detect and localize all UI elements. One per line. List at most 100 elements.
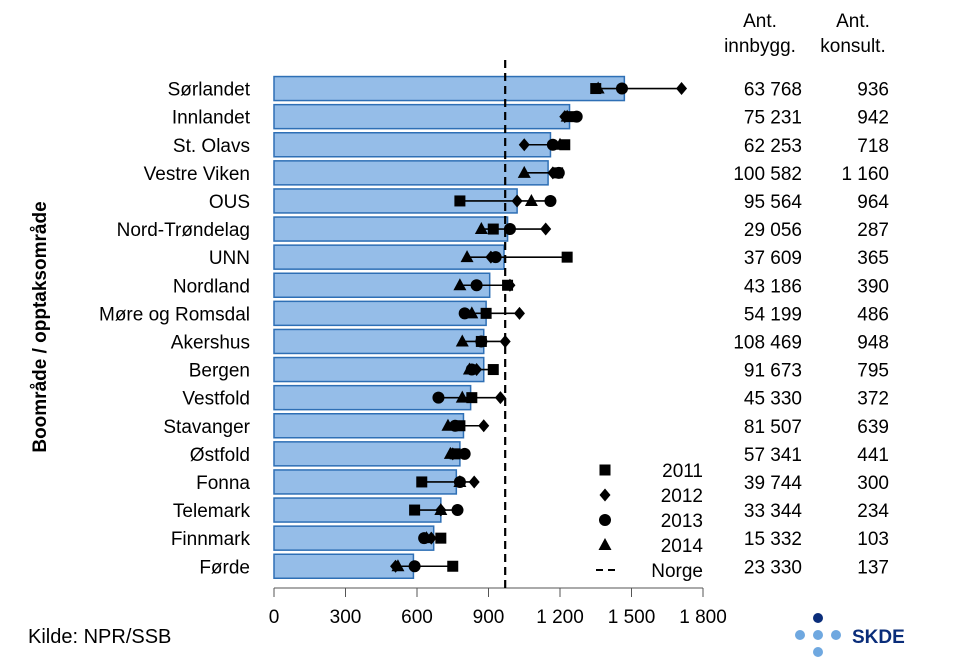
marker-2013: [544, 194, 557, 207]
innbygg-value: 54 199: [744, 304, 802, 325]
marker-2014: [443, 446, 457, 459]
legend-marker: [598, 538, 612, 550]
marker-2014: [455, 334, 469, 347]
marker-2011: [487, 223, 499, 235]
marker-2011: [416, 476, 428, 488]
legend-label: 2014: [661, 536, 704, 557]
innbygg-value: 75 231: [744, 108, 802, 129]
innbygg-value: 100 582: [733, 164, 802, 185]
innbygg-value: 29 056: [744, 220, 802, 241]
logo-dot: [813, 613, 823, 623]
konsult-value: 234: [857, 501, 889, 522]
konsult-header: Ant.: [836, 11, 870, 32]
innbygg-value: 62 253: [744, 136, 802, 157]
marker-2011: [454, 195, 466, 207]
marker-2011: [435, 532, 447, 544]
konsult-value: 1 160: [841, 164, 889, 185]
marker-2012: [504, 278, 516, 292]
logo-dot: [795, 630, 805, 640]
x-tick-label: 600: [401, 607, 433, 628]
konsult-value: 365: [857, 248, 889, 269]
marker-2012: [468, 475, 480, 489]
marker-2014: [560, 109, 574, 122]
marker-2011: [559, 139, 571, 151]
category-label: OUS: [209, 192, 250, 213]
skde-logo: SKDE: [794, 612, 924, 662]
category-label: Vestfold: [182, 389, 250, 410]
konsult-value: 948: [857, 332, 889, 353]
marker-2013: [489, 251, 502, 264]
innbygg-value: 91 673: [744, 361, 802, 382]
category-label: Førde: [199, 557, 250, 578]
marker-2014: [462, 362, 476, 375]
x-tick-label: 1 800: [679, 607, 727, 628]
konsult-value: 441: [857, 445, 889, 466]
legend-label: 2012: [661, 486, 703, 507]
marker-2011: [480, 307, 492, 319]
konsult-value: 936: [857, 80, 889, 101]
marker-2014: [441, 418, 455, 431]
konsult-value: 287: [857, 220, 889, 241]
legend-marker: [599, 488, 611, 502]
category-label: UNN: [209, 248, 250, 269]
category-label: St. Olavs: [173, 136, 250, 157]
y-axis-label: Boområde / opptaksområde: [30, 201, 51, 452]
bar: [273, 160, 549, 186]
category-label: Stavanger: [163, 417, 250, 438]
marker-2011: [409, 504, 421, 516]
logo-text: SKDE: [852, 627, 905, 648]
konsult-value: 486: [857, 304, 889, 325]
logo-dot: [813, 630, 823, 640]
logo-dot: [831, 630, 841, 640]
bar: [273, 328, 485, 355]
innbygg-value: 33 344: [744, 501, 803, 522]
bar: [273, 525, 435, 551]
konsult-value: 137: [857, 557, 889, 578]
marker-2013: [570, 110, 583, 123]
konsult-value: 372: [857, 389, 889, 410]
category-label: Fonna: [196, 473, 250, 494]
category-label: Vestre Viken: [144, 164, 250, 185]
x-tick-label: 1 500: [608, 607, 656, 628]
bar: [273, 356, 485, 383]
legend-label: 2013: [661, 511, 703, 532]
marker-2014: [434, 503, 448, 516]
legend-marker: [599, 514, 611, 526]
konsult-value: 639: [857, 417, 889, 438]
konsult-value: 942: [857, 108, 889, 129]
marker-2011: [466, 392, 478, 404]
konsult-value: 795: [857, 361, 889, 382]
category-label: Finnmark: [171, 529, 251, 550]
marker-2014: [553, 137, 567, 150]
marker-2012: [513, 306, 525, 320]
marker-2013: [432, 391, 445, 404]
marker-2012: [540, 222, 552, 236]
marker-2012: [518, 138, 530, 152]
konsult-value: 103: [857, 529, 889, 550]
category-label: Sørlandet: [168, 80, 251, 101]
bar: [273, 441, 461, 467]
innbygg-value: 23 330: [744, 557, 802, 578]
innbygg-value: 81 507: [744, 417, 802, 438]
konsult-value: 390: [857, 276, 889, 297]
marker-2011: [561, 251, 573, 263]
innbygg-header: innbygg.: [724, 36, 796, 57]
category-label: Nord-Trøndelag: [117, 220, 250, 241]
innbygg-value: 108 469: [733, 332, 802, 353]
marker-2011: [447, 560, 459, 572]
category-label: Møre og Romsdal: [99, 304, 250, 325]
marker-2011: [487, 364, 499, 376]
marker-2013: [552, 166, 565, 179]
marker-2014: [591, 81, 605, 94]
konsult-value: 718: [857, 136, 889, 157]
marker-2014: [524, 193, 538, 206]
source-note: Kilde: NPR/SSB: [28, 626, 172, 648]
innbygg-value: 57 341: [744, 445, 802, 466]
bar: [273, 300, 487, 327]
konsult-value: 300: [857, 473, 889, 494]
bar: [273, 413, 465, 439]
marker-2013: [470, 279, 483, 292]
bar: [273, 216, 509, 242]
marker-2013: [451, 504, 464, 517]
